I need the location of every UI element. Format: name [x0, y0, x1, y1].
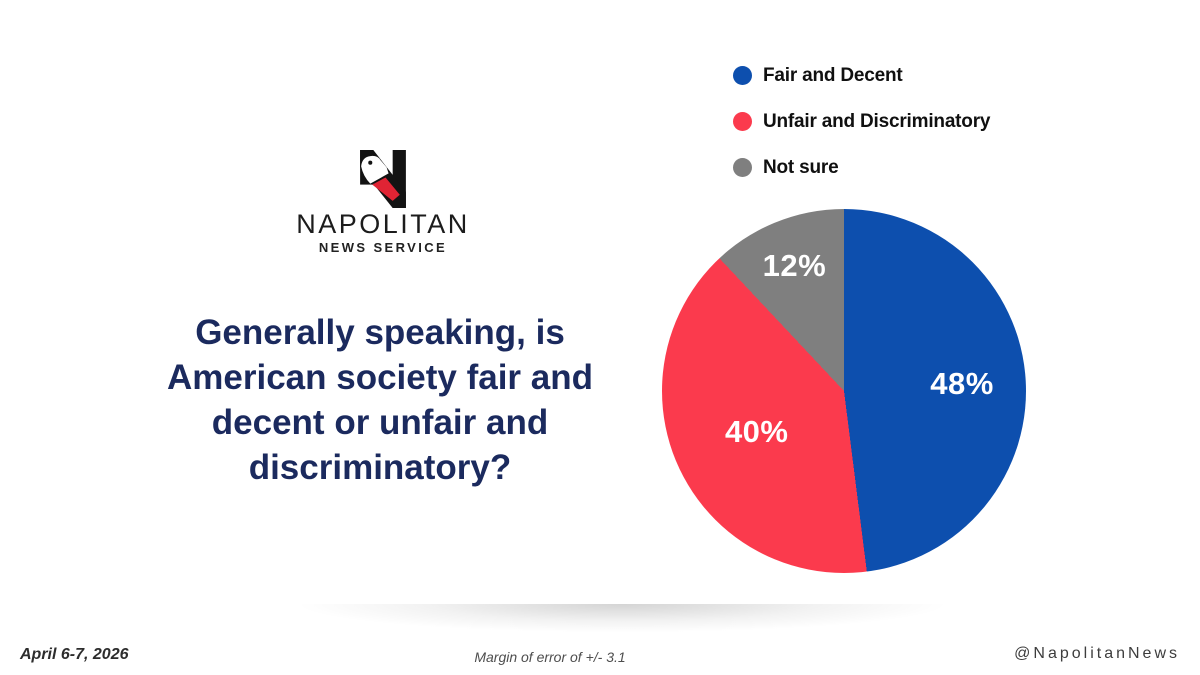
legend-item-fair-and-decent: Fair and Decent [733, 64, 990, 86]
brand-tagline: NEWS SERVICE [318, 240, 448, 256]
brand-name: NAPOLITAN [296, 209, 470, 239]
brand-logo: NAPOLITAN NEWS SERVICE [283, 150, 483, 255]
legend-swatch-icon [733, 112, 752, 131]
pie-data-label: 12% [762, 247, 827, 283]
legend-item-not-sure: Not sure [733, 156, 990, 178]
poll-question-title: Generally speaking, is American society … [167, 313, 593, 487]
footer-date: April 6-7, 2026 [20, 646, 129, 663]
pie-data-label: 48% [930, 365, 994, 401]
footer-social-handle: @NapolitanNews [1014, 645, 1180, 662]
pie-data-label: 40% [724, 414, 789, 450]
footer-margin-of-error: Margin of error of +/- 3.1 [474, 649, 626, 665]
pie-chart: 48% 40% 12% [662, 209, 1026, 573]
legend-swatch-icon [733, 158, 752, 177]
chart-legend: Fair and Decent Unfair and Discriminator… [733, 64, 991, 204]
legend-swatch-icon [733, 66, 752, 85]
legend-label: Fair and Decent [763, 64, 903, 86]
legend-label: Not sure [763, 156, 839, 178]
card-shadow [205, 604, 1040, 642]
napolitan-eagle-n-icon [360, 150, 406, 208]
legend-item-unfair-and-discriminatory: Unfair and Discriminatory [733, 110, 991, 132]
legend-label: Unfair and Discriminatory [763, 110, 991, 132]
